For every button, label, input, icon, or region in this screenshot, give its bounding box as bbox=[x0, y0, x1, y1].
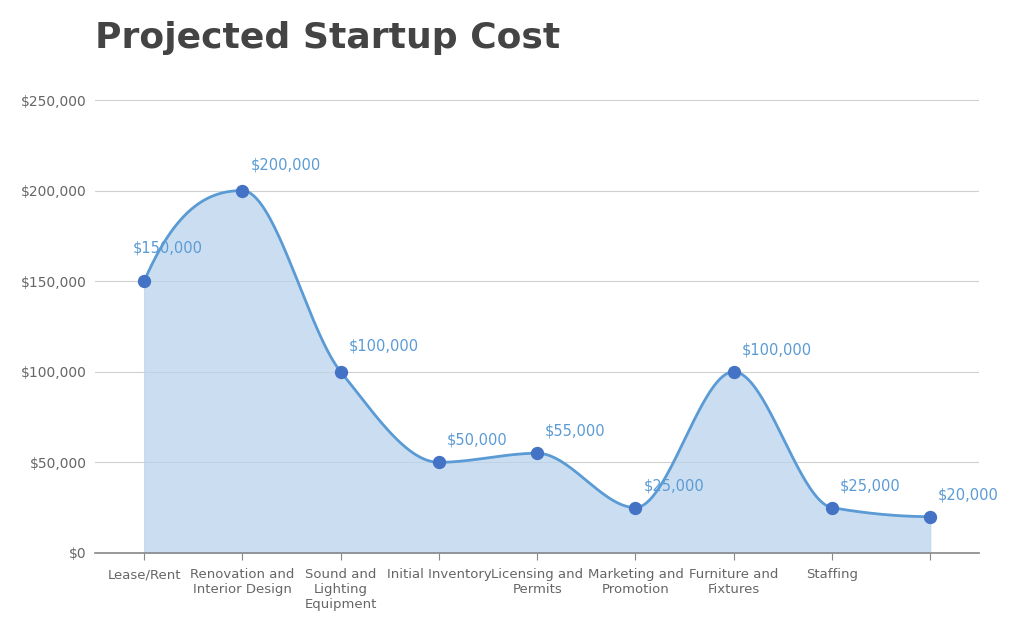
Text: $100,000: $100,000 bbox=[348, 339, 419, 354]
Text: $100,000: $100,000 bbox=[741, 343, 812, 357]
Point bbox=[725, 367, 741, 377]
Text: $150,000: $150,000 bbox=[132, 241, 203, 256]
Point bbox=[333, 367, 349, 377]
Text: $55,000: $55,000 bbox=[545, 424, 605, 439]
Text: Projected Startup Cost: Projected Startup Cost bbox=[95, 21, 560, 55]
Point bbox=[234, 186, 251, 196]
Text: $200,000: $200,000 bbox=[250, 157, 321, 173]
Point bbox=[922, 511, 938, 521]
Text: $50,000: $50,000 bbox=[446, 433, 508, 448]
Point bbox=[823, 502, 840, 513]
Text: $25,000: $25,000 bbox=[643, 478, 705, 493]
Point bbox=[529, 448, 546, 458]
Point bbox=[431, 458, 447, 468]
Point bbox=[136, 276, 153, 286]
Text: $20,000: $20,000 bbox=[938, 487, 999, 502]
Text: $25,000: $25,000 bbox=[840, 478, 900, 493]
Point bbox=[628, 502, 644, 513]
